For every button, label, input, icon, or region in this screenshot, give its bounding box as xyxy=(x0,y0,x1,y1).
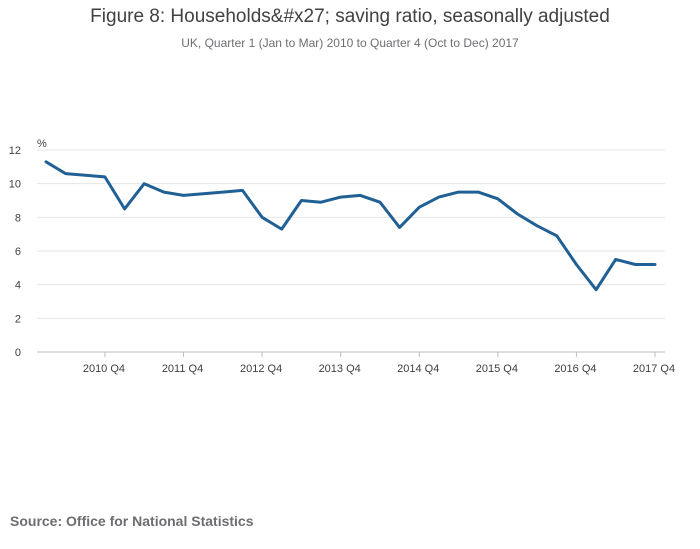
data-point[interactable] xyxy=(355,190,365,200)
data-point[interactable] xyxy=(434,192,444,202)
data-point[interactable] xyxy=(237,185,247,195)
x-axis: 2010 Q4 2011 Q4 2012 Q4 2013 Q4 2014 Q4 2015 … xyxy=(83,352,675,375)
data-point[interactable] xyxy=(159,187,169,197)
x-tick-label: 2012 Q4 xyxy=(240,363,282,375)
y-tick-label: 2 xyxy=(15,313,21,325)
data-point[interactable] xyxy=(80,170,90,180)
y-tick-label: 0 xyxy=(15,347,21,359)
data-point[interactable] xyxy=(41,157,51,167)
data-point[interactable] xyxy=(179,190,189,200)
x-tick-label: 2010 Q4 xyxy=(83,363,125,375)
y-axis: 0 2 4 6 8 10 12 xyxy=(9,145,21,359)
grid-lines xyxy=(37,149,665,353)
data-point[interactable] xyxy=(316,197,326,207)
data-point[interactable] xyxy=(512,209,522,219)
data-point[interactable] xyxy=(395,222,405,232)
data-point[interactable] xyxy=(139,179,149,189)
data-point[interactable] xyxy=(473,187,483,197)
data-point[interactable] xyxy=(100,172,110,182)
data-point[interactable] xyxy=(277,224,287,234)
data-point[interactable] xyxy=(571,259,581,269)
data-point[interactable] xyxy=(414,202,424,212)
y-tick-label: 10 xyxy=(9,179,21,191)
data-point[interactable] xyxy=(552,231,562,241)
data-point[interactable] xyxy=(257,212,267,222)
data-point[interactable] xyxy=(375,197,385,207)
data-point[interactable] xyxy=(218,187,228,197)
y-tick-label: 8 xyxy=(15,212,21,224)
data-point[interactable] xyxy=(61,169,71,179)
x-tick-label: 2013 Q4 xyxy=(319,363,361,375)
y-tick-label: 4 xyxy=(15,280,21,292)
data-point[interactable] xyxy=(454,187,464,197)
data-point[interactable] xyxy=(120,204,130,214)
x-tick-label: 2016 Q4 xyxy=(554,363,596,375)
y-tick-label: 12 xyxy=(9,145,21,157)
data-point[interactable] xyxy=(591,285,601,295)
y-tick-label: 6 xyxy=(15,246,21,258)
data-point[interactable] xyxy=(611,254,621,264)
data-point[interactable] xyxy=(630,259,640,269)
y-axis-unit-label: % xyxy=(37,138,47,150)
x-tick-label: 2011 Q4 xyxy=(162,363,203,375)
data-point[interactable] xyxy=(650,259,660,269)
x-tick-label: 2015 Q4 xyxy=(476,363,518,375)
data-point[interactable] xyxy=(296,196,306,206)
data-point[interactable] xyxy=(198,189,208,199)
data-point[interactable] xyxy=(336,192,346,202)
data-point[interactable] xyxy=(493,194,503,204)
x-tick-label: 2017 Q4 xyxy=(633,363,675,375)
series-line xyxy=(44,160,657,292)
source-note: Source: Office for National Statistics xyxy=(10,513,254,529)
x-tick-label: 2014 Q4 xyxy=(397,363,439,375)
series-group xyxy=(41,157,660,295)
data-point[interactable] xyxy=(532,221,542,231)
chart-subtitle: UK, Quarter 1 (Jan to Mar) 2010 to Quart… xyxy=(181,36,519,50)
chart-title: Figure 8: Households&#x27; saving ratio,… xyxy=(90,6,610,27)
